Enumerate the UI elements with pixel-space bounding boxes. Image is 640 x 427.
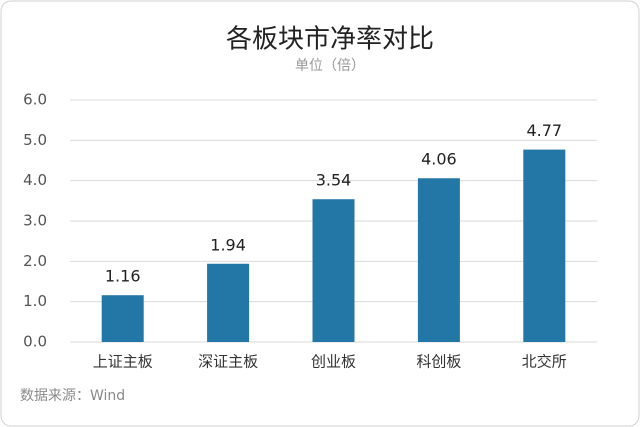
data-label: 4.77 [526,121,562,140]
y-tick-label: 6.0 [23,91,47,109]
data-label: 1.94 [210,235,246,254]
data-label: 3.54 [316,171,352,190]
x-tick-label: 科创板 [416,353,461,371]
data-label: 1.16 [105,267,141,286]
y-tick-label: 4.0 [23,171,47,189]
bar [417,178,460,342]
x-tick-label: 上证主板 [93,353,153,371]
x-tick-label: 北交所 [522,353,567,371]
chart-title: 各板块市净率对比 [226,25,434,55]
x-tick-label: 创业板 [311,353,356,371]
data-label: 4.06 [421,150,457,169]
chart-subtitle: 单位（倍） [295,58,365,74]
y-tick-label: 3.0 [23,212,47,230]
y-tick-label: 5.0 [23,131,47,149]
y-tick-label: 0.0 [23,333,47,351]
bar [207,263,250,342]
y-tick-label: 2.0 [23,252,47,270]
bar [312,199,355,342]
y-tick-label: 1.0 [23,292,47,310]
bar [523,149,566,342]
x-tick-label: 深证主板 [198,353,258,371]
bar [101,295,144,342]
source-note: 数据来源：Wind [20,388,125,404]
